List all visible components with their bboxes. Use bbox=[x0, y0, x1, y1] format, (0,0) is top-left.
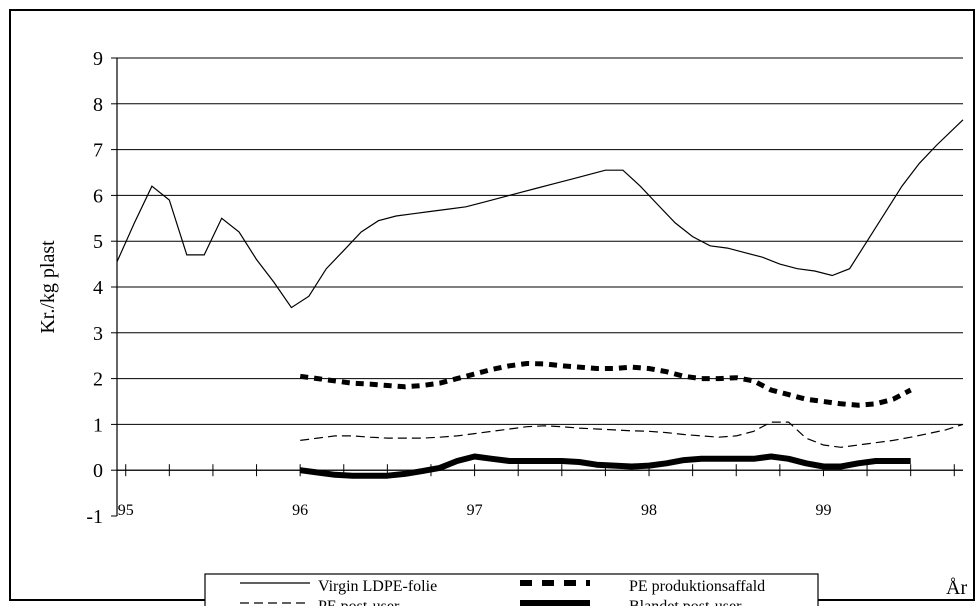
x-axis-title: År bbox=[946, 577, 967, 599]
x-year-label: 98 bbox=[641, 502, 657, 519]
x-year-label: 99 bbox=[815, 502, 831, 519]
series-line bbox=[116, 119, 964, 309]
legend-label: Virgin LDPE-folie bbox=[318, 578, 437, 595]
series-line bbox=[299, 453, 911, 479]
x-year-label: 96 bbox=[292, 502, 308, 519]
y-tick-label: -1 bbox=[86, 506, 103, 528]
y-tick-label: 6 bbox=[93, 185, 103, 207]
y-axis-title: Kr./kg plast bbox=[37, 240, 59, 334]
y-tick-label: 0 bbox=[93, 460, 103, 482]
axes bbox=[111, 57, 963, 517]
x-tick-marks bbox=[125, 464, 955, 477]
series-line bbox=[300, 421, 964, 448]
x-year-label: 95 bbox=[118, 502, 134, 519]
series-line bbox=[299, 360, 912, 408]
legend-label: PE produktionsaffald bbox=[629, 578, 765, 595]
y-tick-labels: -1 0 1 2 3 4 5 6 7 8 9 bbox=[86, 48, 103, 528]
series-lines bbox=[116, 119, 964, 479]
legend-label: PE post-user bbox=[318, 598, 400, 606]
y-tick-label: 2 bbox=[93, 369, 103, 391]
gridlines bbox=[117, 57, 963, 471]
y-tick-label: 3 bbox=[93, 323, 103, 345]
legend-label: Blandet post-user bbox=[629, 598, 742, 606]
y-tick-label: 9 bbox=[93, 48, 103, 70]
x-year-labels: 95 96 97 98 99 bbox=[118, 502, 832, 519]
y-tick-label: 4 bbox=[93, 277, 103, 299]
chart-frame bbox=[9, 9, 975, 601]
y-tick-label: 7 bbox=[93, 140, 103, 162]
legend-box bbox=[204, 573, 819, 606]
y-tick-label: 5 bbox=[93, 231, 103, 253]
x-year-label: 97 bbox=[467, 502, 483, 519]
y-tick-label: 8 bbox=[93, 94, 103, 116]
y-tick-label: 1 bbox=[93, 414, 103, 436]
legend: Virgin LDPE-folie PE post-user PE produkti… bbox=[204, 573, 819, 606]
